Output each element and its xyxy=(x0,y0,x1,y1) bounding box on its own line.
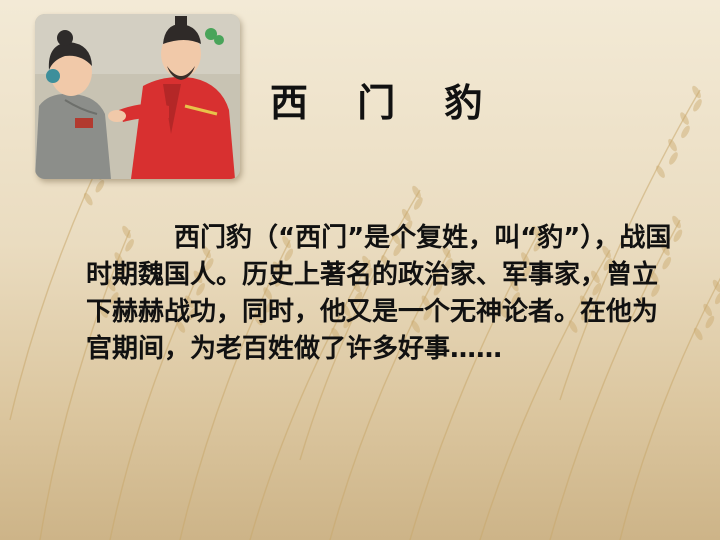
wheat-stalk xyxy=(179,239,291,540)
wheat-grain xyxy=(351,279,361,293)
wheat-grain xyxy=(393,243,403,257)
wheat-grain xyxy=(343,315,353,329)
wheat-grain xyxy=(680,112,689,125)
wheat-grain xyxy=(638,298,648,311)
wheat-grain xyxy=(99,305,108,318)
wheat-grain xyxy=(662,256,672,270)
wheat-grain xyxy=(433,283,443,296)
wheat-grain xyxy=(581,307,590,321)
wheat-grain xyxy=(263,287,273,300)
wheat-grain xyxy=(703,303,713,317)
wheat-grain xyxy=(692,85,701,99)
wheat-grain xyxy=(568,320,578,333)
wheat-grain xyxy=(705,315,715,329)
wheat-grain xyxy=(353,291,363,305)
wheat-grain xyxy=(681,125,690,139)
wheat-grain xyxy=(532,225,541,239)
wheat-grain xyxy=(341,303,351,317)
wheat-grain xyxy=(498,305,508,318)
wheat-grain xyxy=(114,252,124,265)
wheat-grain xyxy=(362,255,371,269)
wheat-grain xyxy=(651,284,660,297)
wheat-grain xyxy=(193,270,203,284)
wheat-stalk xyxy=(249,259,371,540)
wheat-grain xyxy=(592,283,602,296)
wheat-grain xyxy=(522,265,532,279)
wheat-grain xyxy=(363,267,373,281)
wheat-grain xyxy=(185,295,194,308)
wheat-grain xyxy=(442,245,451,259)
wheat-stalk xyxy=(109,249,211,540)
wheat-grain xyxy=(331,327,341,341)
slide-title: 西 门 豹 xyxy=(270,81,501,125)
official-figure xyxy=(108,16,235,179)
wheat-grain xyxy=(661,243,670,256)
wheat-grain xyxy=(125,239,134,252)
wheat-grain xyxy=(204,258,214,271)
wheat-grain xyxy=(413,197,423,210)
wheat-grain xyxy=(412,185,421,199)
wheat-grain xyxy=(668,138,677,152)
wheat-grain xyxy=(284,248,294,262)
wheat-grain xyxy=(443,258,453,271)
wheat-grain xyxy=(109,292,119,305)
wheat-stalk xyxy=(479,249,611,540)
wheat-stalk xyxy=(39,229,131,540)
wheat-grain xyxy=(672,215,681,229)
wheat-grain xyxy=(712,279,720,293)
wheat-grain xyxy=(602,245,611,259)
wheat-grain xyxy=(202,245,211,259)
wheat-grain xyxy=(509,278,519,292)
servant-figure xyxy=(35,30,111,179)
wheat-grain xyxy=(117,265,127,279)
wheat-grain xyxy=(693,327,703,341)
wheat-grain xyxy=(603,258,613,271)
wheat-grain xyxy=(431,270,441,284)
wheat-grain xyxy=(693,99,702,112)
wheat-grain xyxy=(265,300,275,313)
wheat-grain xyxy=(253,312,263,326)
wheat-stalk xyxy=(409,229,541,540)
wheat-grain xyxy=(106,278,116,292)
wheat-grain xyxy=(533,239,543,252)
wheat-grain xyxy=(83,192,93,206)
wheat-grain xyxy=(421,295,431,308)
wheat-grain xyxy=(591,270,600,284)
wheat-grain xyxy=(669,152,678,165)
wheat-stalk xyxy=(619,277,720,540)
wheat-grain xyxy=(649,270,659,284)
wheat-grain xyxy=(187,307,197,321)
wheat-grain xyxy=(511,292,520,305)
wheat-grain xyxy=(403,220,413,233)
illustration-figures xyxy=(35,14,240,179)
wheat-stalk xyxy=(299,189,421,461)
wheat-grain xyxy=(423,307,433,321)
wheat-grain xyxy=(391,232,401,245)
wheat-grain xyxy=(401,208,411,222)
wheat-grain xyxy=(656,165,665,178)
wheat-stalk xyxy=(559,89,701,401)
wheat-grain xyxy=(411,320,421,333)
wheat-grain xyxy=(579,295,589,308)
wheat-grain xyxy=(673,229,683,242)
wheat-grain xyxy=(714,291,720,305)
wheat-grain xyxy=(196,283,205,296)
wheat-grain xyxy=(282,235,291,249)
ximen-bao-illustration xyxy=(35,14,240,179)
wheat-grain xyxy=(521,252,530,265)
wheat-stalk xyxy=(329,249,451,540)
wheat-grain xyxy=(381,255,391,268)
wheat-grain xyxy=(176,320,186,333)
wheat-grain xyxy=(122,225,131,239)
intro-paragraph: 西门豹（“西门”是个复姓，叫“豹”），战国时期魏国人。历史上著名的政治家、军事家… xyxy=(86,223,672,364)
wheat-grain xyxy=(272,261,282,274)
wheat-stalk xyxy=(549,219,681,540)
wheat-grain xyxy=(95,180,105,193)
wheat-grain xyxy=(274,274,284,287)
